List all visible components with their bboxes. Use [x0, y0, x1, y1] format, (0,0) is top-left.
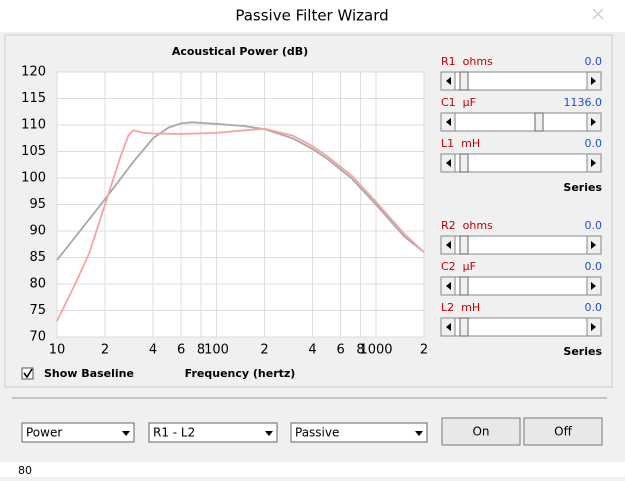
slider-thumb[interactable] — [459, 276, 469, 296]
x-tick-label: 100 — [204, 343, 229, 358]
button-label: Off — [554, 425, 572, 439]
y-tick-label: 70 — [29, 330, 46, 345]
dropdown-text: Power — [26, 426, 62, 440]
dropdown[interactable] — [21, 422, 135, 443]
checkbox-label: Show Baseline — [44, 367, 134, 380]
slider-value: 0.0 — [585, 219, 603, 232]
dropdown-arrow — [122, 431, 130, 436]
button-label: On — [472, 425, 489, 439]
dropdown[interactable] — [148, 422, 278, 443]
series-label: Series — [563, 181, 602, 194]
slider-label: R1 ohms — [441, 55, 493, 68]
bottom-strip — [0, 462, 625, 477]
dropdown[interactable] — [290, 422, 428, 443]
slider-thumb[interactable] — [459, 317, 469, 337]
window-title: Passive Filter Wizard — [235, 7, 388, 25]
button[interactable] — [523, 417, 603, 446]
slider-value: 0.0 — [585, 55, 603, 68]
data-line — [56, 121, 425, 261]
slider-thumb[interactable] — [459, 71, 469, 91]
slider-track[interactable] — [440, 112, 602, 132]
x-tick-label: 6 — [177, 343, 185, 358]
y-tick-label: 90 — [29, 224, 46, 239]
bottom-label: 80 — [18, 464, 32, 477]
checkbox[interactable] — [21, 367, 34, 380]
dropdown-text: R1 - L2 — [153, 426, 195, 440]
slider-label: R2 ohms — [441, 219, 493, 232]
x-tick-label: 6 — [336, 343, 344, 358]
x-tick-label: 2 — [420, 343, 428, 358]
y-tick-label: 100 — [21, 171, 46, 186]
slider-value: 0.0 — [585, 137, 603, 150]
chart-title: Acoustical Power (dB) — [172, 45, 308, 58]
slider-thumb[interactable] — [534, 112, 544, 132]
dropdown-arrow — [265, 431, 273, 436]
y-tick-label: 105 — [21, 144, 46, 159]
y-tick-label: 95 — [29, 197, 46, 212]
x-tick-label: 4 — [149, 343, 157, 358]
slider-value: 0.0 — [585, 301, 603, 314]
slider-label: C2 µF — [441, 260, 476, 273]
y-tick-label: 120 — [21, 65, 46, 80]
y-tick-label: 75 — [29, 303, 46, 318]
x-tick-label: 2 — [101, 343, 109, 358]
dropdown-text: Passive — [295, 426, 339, 440]
close-icon[interactable] — [592, 8, 604, 20]
checkmark — [23, 368, 33, 379]
y-tick-label: 80 — [29, 277, 46, 292]
x-tick-label: 1000 — [359, 343, 392, 358]
y-tick-label: 85 — [29, 250, 46, 265]
x-tick-label: 2 — [260, 343, 268, 358]
dropdown-arrow — [415, 431, 423, 436]
slider-value: 0.0 — [585, 260, 603, 273]
x-tick-label: 8 — [356, 343, 364, 358]
slider-thumb[interactable] — [459, 235, 469, 255]
slider-label: C1 µF — [441, 96, 476, 109]
x-tick-label: 4 — [308, 343, 316, 358]
slider-value: 1136.0 — [564, 96, 603, 109]
x-axis-label: Frequency (hertz) — [185, 367, 296, 380]
slider-label: L1 mH — [441, 137, 480, 150]
y-tick-label: 110 — [21, 118, 46, 133]
x-tick-label: 10 — [49, 343, 66, 358]
data-line — [56, 127, 425, 322]
series-label: Series — [563, 345, 602, 358]
slider-label: L2 mH — [441, 301, 480, 314]
slider-thumb[interactable] — [459, 153, 469, 173]
y-tick-label: 115 — [21, 91, 46, 106]
x-tick-label: 8 — [197, 343, 205, 358]
title-bar — [0, 0, 625, 32]
button[interactable] — [441, 417, 521, 446]
